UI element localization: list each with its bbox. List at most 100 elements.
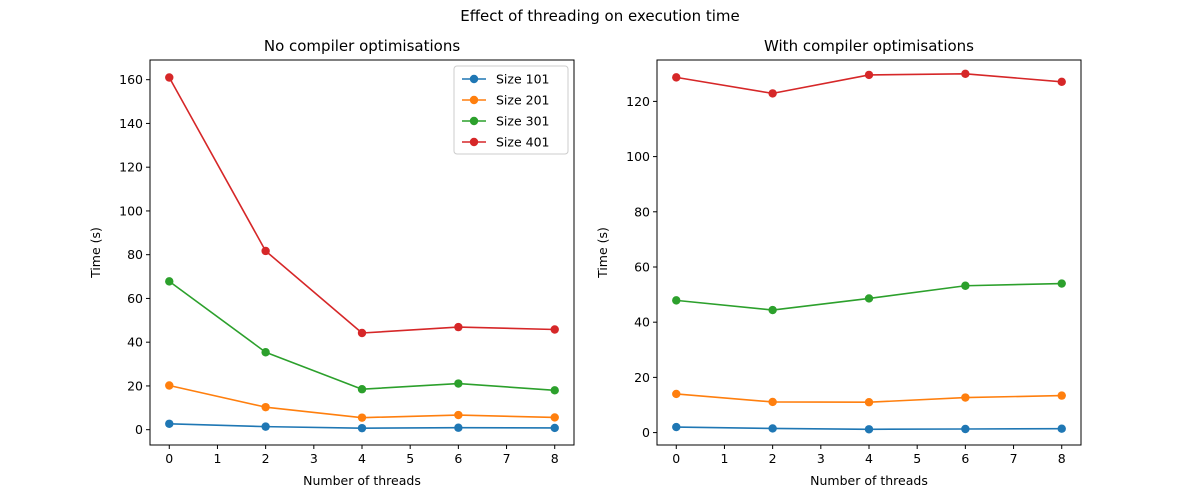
x-tick-label: 3 — [817, 451, 825, 466]
data-point — [261, 402, 270, 412]
data-point — [165, 277, 174, 286]
data-point — [357, 423, 367, 433]
x-tick-label: 8 — [551, 451, 559, 466]
y-tick-label: 40 — [127, 335, 143, 350]
legend-label: Size 301 — [496, 114, 550, 129]
legend-swatch-marker — [469, 137, 479, 147]
data-point — [165, 381, 174, 390]
data-point — [454, 423, 463, 432]
series-size-301 — [165, 277, 559, 395]
data-point — [768, 305, 777, 315]
y-tick-label: 100 — [626, 149, 650, 164]
y-tick-label: 20 — [127, 378, 143, 393]
series-size-201 — [165, 381, 559, 422]
data-point — [165, 419, 174, 428]
data-point — [768, 424, 777, 433]
plot-frame — [656, 59, 1082, 446]
legend-item: Size 301 — [462, 114, 550, 129]
x-tick-label: 0 — [165, 451, 173, 466]
legend-item: Size 201 — [462, 93, 550, 108]
figure-suptitle: Effect of threading on execution time — [460, 7, 740, 25]
x-tick-label: 3 — [310, 451, 318, 466]
data-point — [961, 69, 970, 78]
data-point — [357, 413, 367, 422]
y-tick-label: 40 — [634, 315, 650, 330]
data-point — [454, 322, 463, 332]
y-tick-label: 60 — [634, 259, 650, 274]
data-point — [357, 328, 367, 338]
x-tick-label: 5 — [406, 451, 414, 466]
data-point — [1057, 279, 1066, 288]
y-tick-label: 0 — [135, 422, 143, 437]
data-point — [165, 73, 174, 82]
y-axis-label: Time (s) — [595, 227, 610, 279]
legend-label: Size 201 — [496, 93, 550, 108]
x-tick-label: 4 — [865, 451, 873, 466]
data-point — [1057, 391, 1066, 400]
data-point — [261, 246, 270, 256]
data-point — [550, 386, 559, 395]
y-tick-label: 0 — [642, 425, 650, 440]
series-size-401 — [165, 73, 559, 338]
x-axis-label: Number of threads — [303, 473, 421, 488]
y-tick-label: 60 — [127, 291, 143, 306]
y-tick-label: 80 — [127, 247, 143, 262]
x-tick-label: 7 — [503, 451, 511, 466]
legend: Size 101 Size 201 Size 301 Size 401 — [453, 65, 569, 155]
series-size-301 — [672, 279, 1066, 315]
legend-label: Size 101 — [496, 72, 550, 87]
x-tick-label: 1 — [720, 451, 728, 466]
data-point — [672, 296, 681, 305]
legend-swatch-marker — [469, 74, 479, 84]
data-point — [864, 425, 874, 434]
data-point — [768, 397, 777, 407]
x-tick-label: 4 — [358, 451, 366, 466]
data-point — [961, 281, 970, 290]
legend-item: Size 101 — [462, 72, 550, 87]
data-point — [864, 398, 874, 407]
data-point — [672, 389, 681, 399]
legend-box — [453, 65, 569, 155]
data-point — [864, 70, 874, 80]
y-tick-label: 120 — [119, 160, 143, 175]
data-point — [454, 410, 463, 420]
y-tick-label: 100 — [119, 203, 143, 218]
series-size-101 — [165, 419, 559, 433]
data-point — [961, 424, 970, 434]
data-point — [961, 393, 970, 402]
y-tick-label: 80 — [634, 204, 650, 219]
x-tick-label: 6 — [961, 451, 969, 466]
x-tick-label: 5 — [913, 451, 921, 466]
chart-title: No compiler optimisations — [264, 37, 460, 55]
data-point — [550, 423, 559, 433]
data-point — [261, 422, 270, 431]
x-axis-label: Number of threads — [810, 473, 928, 488]
data-point — [357, 385, 367, 394]
data-point — [672, 422, 681, 432]
y-tick-label: 160 — [119, 72, 143, 87]
data-point — [550, 325, 559, 334]
data-point — [261, 348, 270, 357]
x-tick-label: 0 — [672, 451, 680, 466]
y-tick-label: 20 — [634, 370, 650, 385]
data-point — [864, 294, 874, 303]
x-tick-label: 7 — [1010, 451, 1018, 466]
chart-title: With compiler optimisations — [764, 37, 974, 55]
series-size-101 — [672, 422, 1066, 434]
data-point — [768, 89, 777, 98]
series-size-201 — [672, 389, 1066, 407]
x-tick-label: 2 — [769, 451, 777, 466]
y-tick-label: 140 — [119, 116, 143, 131]
series-size-401 — [672, 69, 1066, 98]
data-point — [1057, 424, 1066, 433]
legend-item: Size 401 — [462, 135, 550, 150]
x-tick-label: 1 — [213, 451, 221, 466]
x-tick-label: 6 — [454, 451, 462, 466]
data-point — [454, 379, 463, 388]
y-tick-label: 120 — [626, 94, 650, 109]
x-tick-label: 8 — [1058, 451, 1066, 466]
legend-swatch-marker — [469, 116, 479, 126]
